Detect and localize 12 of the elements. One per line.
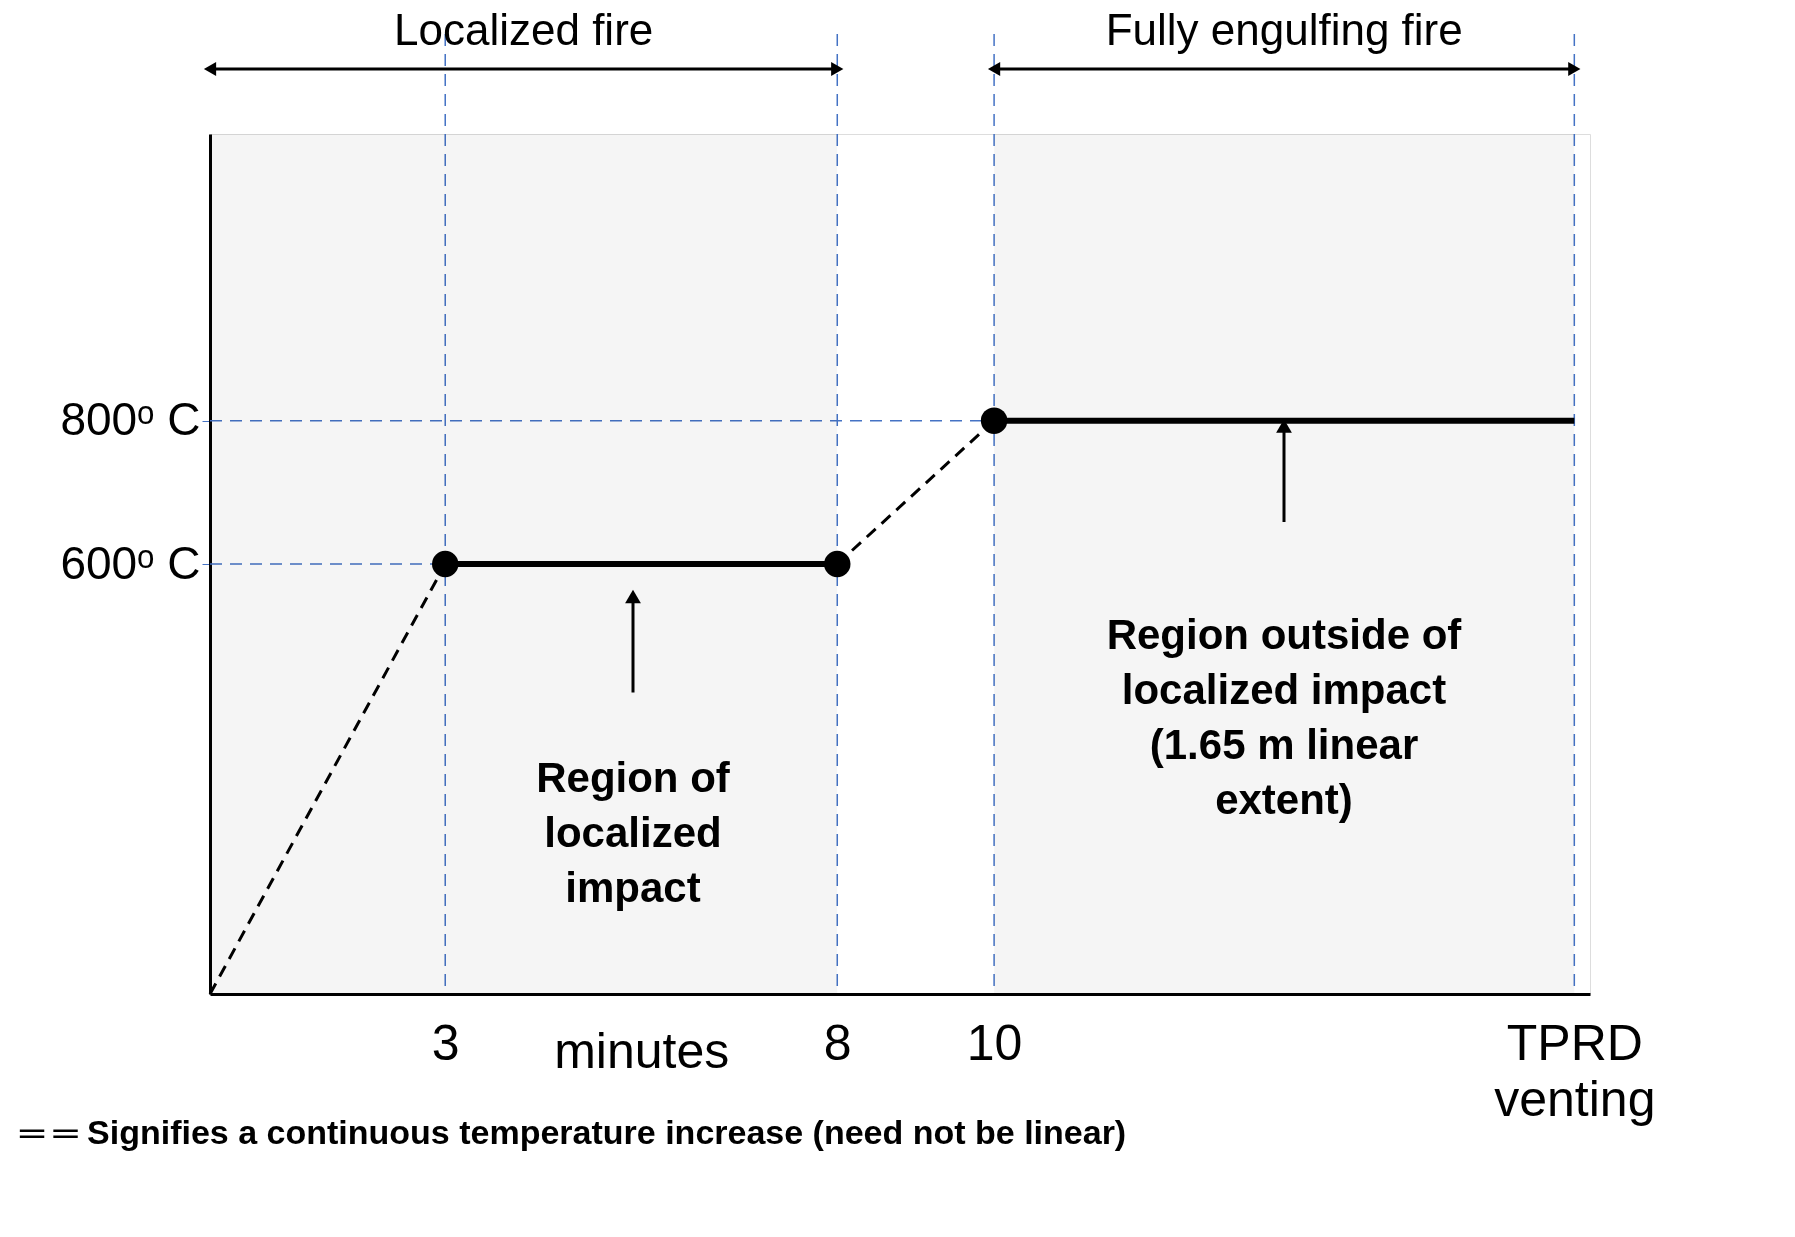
x-tick-label: 8 xyxy=(823,1014,852,1071)
y-tick-label: 600ᵒ C xyxy=(60,536,201,589)
y-tick-label: 800ᵒ C xyxy=(60,393,201,446)
x-axis-title: minutes xyxy=(554,1022,730,1079)
x-tick-label: 10 xyxy=(966,1014,1023,1071)
annotation: Region of localized impact xyxy=(536,754,731,911)
text: ═ ═ Signifies a continuous temperature increase (need not be linear) xyxy=(19,1113,1127,1151)
band-label: Fully engulfing fire xyxy=(1105,5,1463,54)
x-tick-label: TPRD venting xyxy=(1494,1014,1656,1127)
annotation: Region outside of localized impact (1.65 m linear extent) xyxy=(1106,611,1463,823)
band-label: Localized fire xyxy=(394,5,654,54)
x-tick-label: 3 xyxy=(431,1014,460,1071)
